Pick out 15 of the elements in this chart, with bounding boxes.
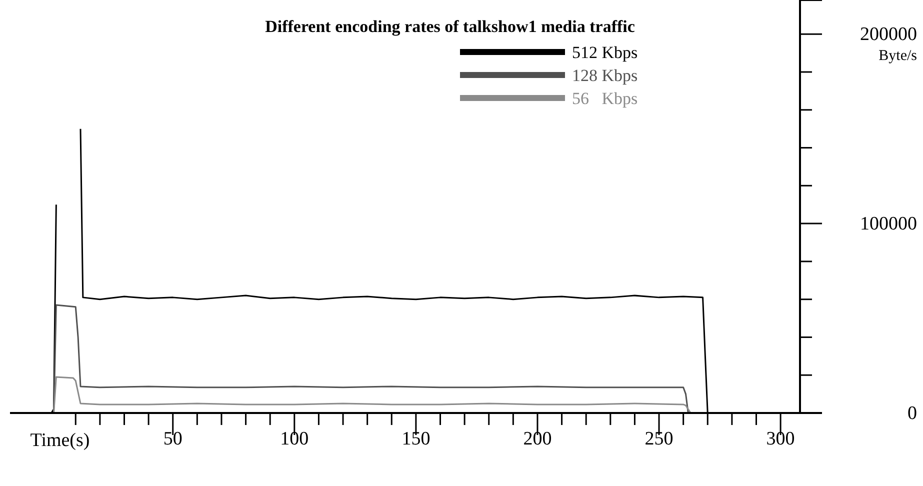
- x-tick-label: 50: [163, 428, 182, 450]
- text: 512 Kbps: [572, 42, 638, 62]
- x-axis-title: Time(s): [30, 430, 90, 451]
- x-tick-label: 150: [402, 428, 430, 450]
- x-tick-label: 200: [523, 428, 552, 450]
- y-tick-label: 0: [908, 403, 917, 424]
- text: 128 Kbps: [572, 66, 638, 85]
- text: 56 Kbps: [572, 88, 638, 108]
- x-tick-label: 300: [766, 428, 795, 450]
- x-tick-label: 250: [644, 428, 674, 450]
- text: Different encoding rates of talkshow1 media traffic: [265, 17, 636, 36]
- y-tick-label: 200000: [860, 24, 917, 46]
- y-axis-title: Byte/s: [878, 48, 918, 64]
- x-tick-label: 100: [280, 428, 309, 450]
- y-tick-label: 100000: [860, 214, 917, 235]
